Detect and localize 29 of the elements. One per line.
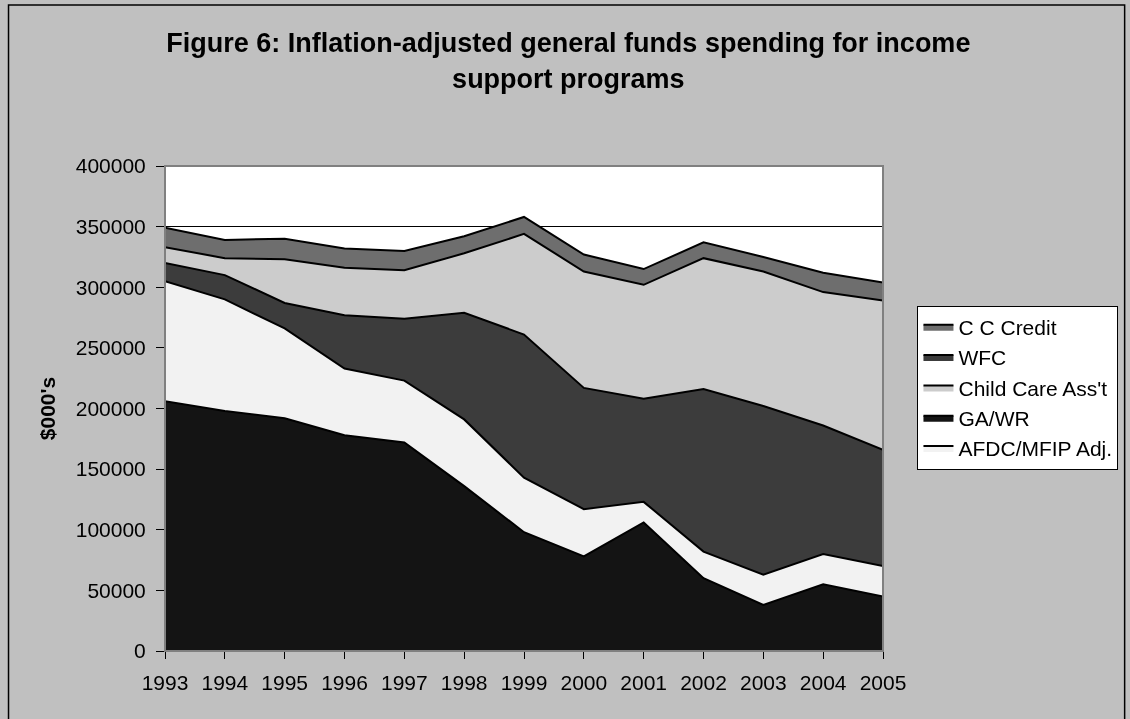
y-axis-title: $000's — [35, 376, 59, 441]
legend-label: Child Care Ass't — [958, 376, 1108, 400]
chart-title: Figure 6: Inflation-adjusted general funds spending for income support programs — [166, 28, 971, 94]
x-tick-label: 2004 — [799, 671, 847, 695]
x-tick-label: 1996 — [321, 671, 368, 695]
x-tick-label: 2000 — [560, 671, 608, 695]
y-tick-label: 0 — [134, 639, 146, 663]
y-tick-label: 50000 — [87, 578, 146, 602]
x-tick-label: 2001 — [620, 671, 668, 695]
legend-label: GA/WR — [958, 406, 1030, 430]
x-tick-label: 1999 — [500, 671, 548, 695]
x-tick-label: 1997 — [380, 671, 428, 695]
legend-label: C C Credit — [958, 315, 1057, 339]
x-tick-label: 2002 — [680, 671, 727, 695]
y-tick-label: 350000 — [75, 214, 146, 238]
y-tick-label: 150000 — [75, 457, 146, 481]
x-tick-label: 1995 — [261, 671, 309, 695]
legend-label: AFDC/MFIP Adj. — [958, 437, 1113, 461]
y-tick-label: 400000 — [75, 154, 146, 178]
x-tick-label: 1994 — [201, 671, 249, 695]
legend-label: WFC — [958, 346, 1007, 370]
x-tick-label: 2005 — [859, 671, 907, 695]
y-tick-label: 100000 — [75, 518, 146, 542]
x-tick-label: 1998 — [440, 671, 488, 695]
y-tick-label: 250000 — [75, 336, 146, 360]
y-tick-label: 200000 — [75, 396, 146, 420]
x-tick-label: 1993 — [141, 671, 189, 695]
x-tick-label: 2003 — [739, 671, 787, 695]
y-tick-label: 300000 — [75, 275, 146, 299]
